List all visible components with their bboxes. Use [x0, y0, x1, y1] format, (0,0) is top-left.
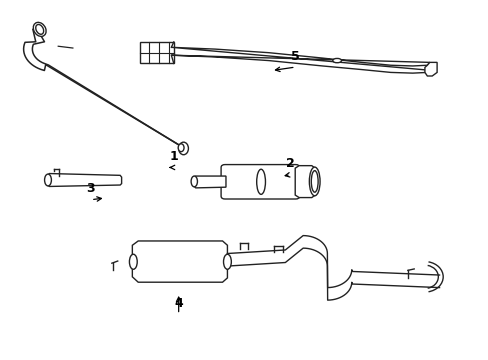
Polygon shape [193, 176, 225, 188]
Polygon shape [140, 42, 173, 63]
Ellipse shape [33, 22, 46, 36]
Ellipse shape [44, 174, 51, 186]
Polygon shape [47, 174, 122, 186]
Text: 3: 3 [86, 183, 95, 195]
Ellipse shape [332, 58, 341, 63]
Text: 1: 1 [169, 150, 178, 163]
Polygon shape [295, 166, 315, 198]
Polygon shape [424, 62, 436, 76]
Ellipse shape [129, 254, 137, 269]
Ellipse shape [191, 176, 197, 187]
Ellipse shape [178, 144, 183, 152]
Text: 2: 2 [286, 157, 295, 170]
Ellipse shape [36, 24, 43, 34]
Ellipse shape [178, 142, 188, 155]
Polygon shape [132, 241, 227, 282]
Polygon shape [171, 47, 429, 73]
Text: 5: 5 [291, 50, 300, 63]
Ellipse shape [223, 254, 231, 269]
Ellipse shape [256, 169, 265, 194]
Ellipse shape [311, 171, 318, 192]
Ellipse shape [309, 167, 320, 196]
FancyBboxPatch shape [221, 165, 299, 199]
Text: 4: 4 [174, 297, 183, 310]
